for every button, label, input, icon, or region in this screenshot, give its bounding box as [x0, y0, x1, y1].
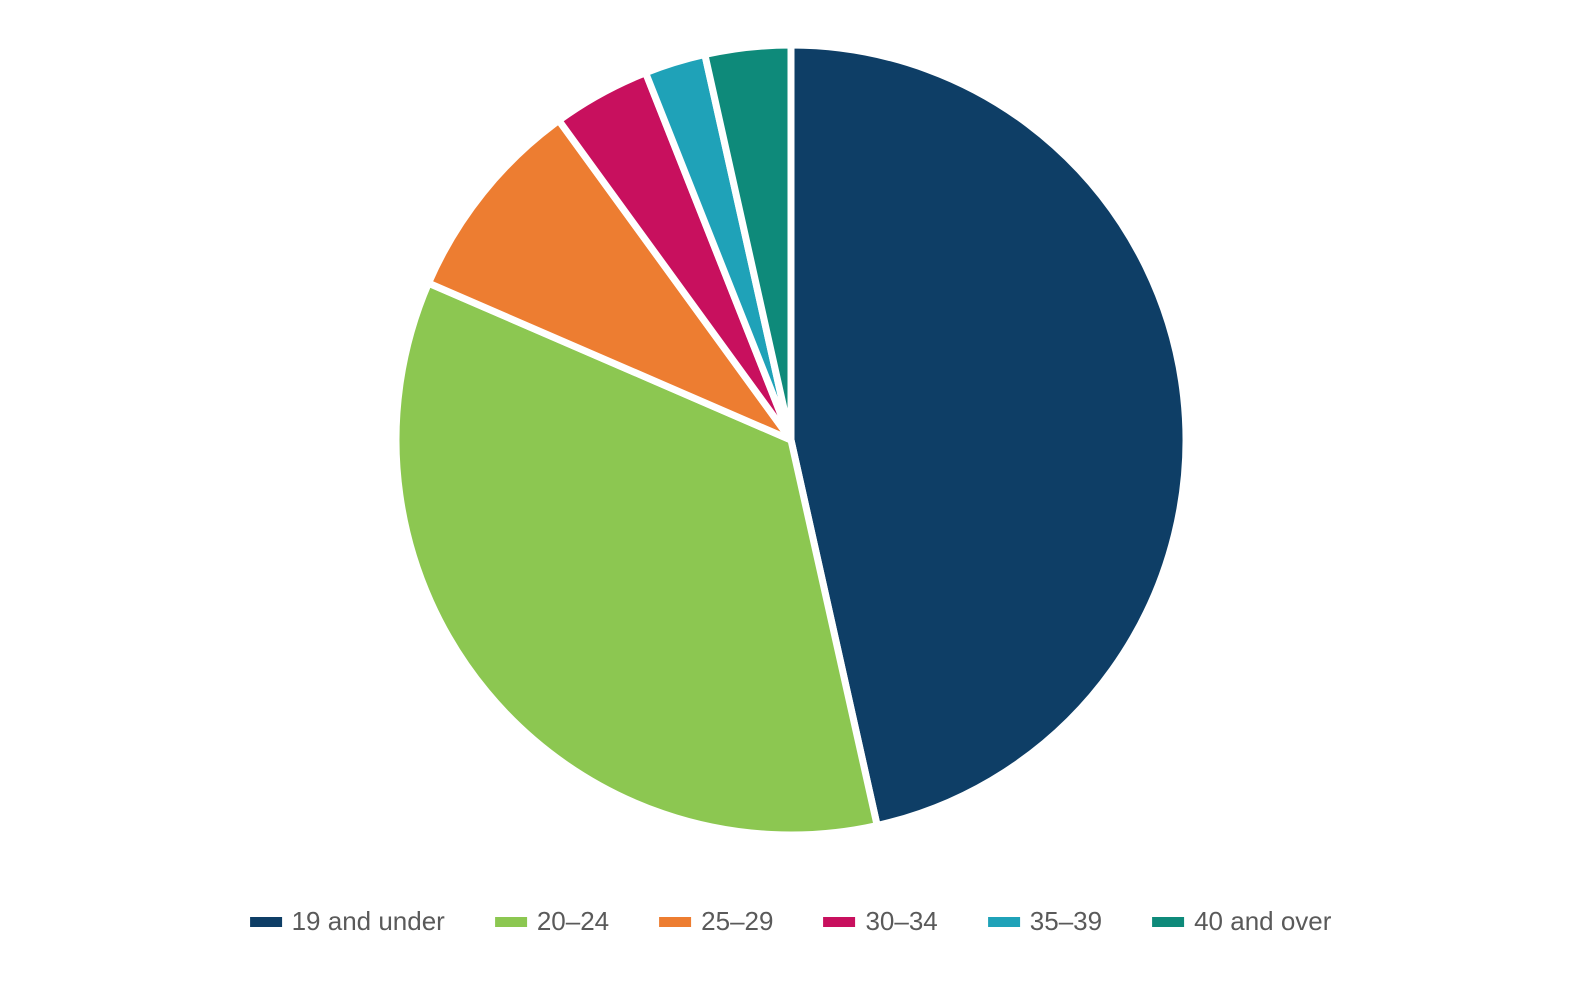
pie-chart	[389, 38, 1193, 842]
legend-label: 30–34	[865, 906, 937, 937]
legend-label: 19 and under	[292, 906, 445, 937]
legend-swatch	[988, 917, 1020, 927]
legend-item: 25–29	[659, 906, 773, 937]
legend-item: 30–34	[823, 906, 937, 937]
legend-swatch	[495, 917, 527, 927]
legend-label: 35–39	[1030, 906, 1102, 937]
legend-item: 40 and over	[1152, 906, 1331, 937]
legend-swatch	[823, 917, 855, 927]
legend-item: 19 and under	[250, 906, 445, 937]
legend-swatch	[250, 917, 282, 927]
pie-svg	[389, 38, 1193, 842]
legend-label: 25–29	[701, 906, 773, 937]
legend-swatch	[1152, 917, 1184, 927]
legend-item: 20–24	[495, 906, 609, 937]
legend-swatch	[659, 917, 691, 927]
legend-label: 40 and over	[1194, 906, 1331, 937]
legend-label: 20–24	[537, 906, 609, 937]
legend: 19 and under 20–24 25–29 30–34 35–39 40 and o…	[250, 906, 1332, 937]
legend-item: 35–39	[988, 906, 1102, 937]
